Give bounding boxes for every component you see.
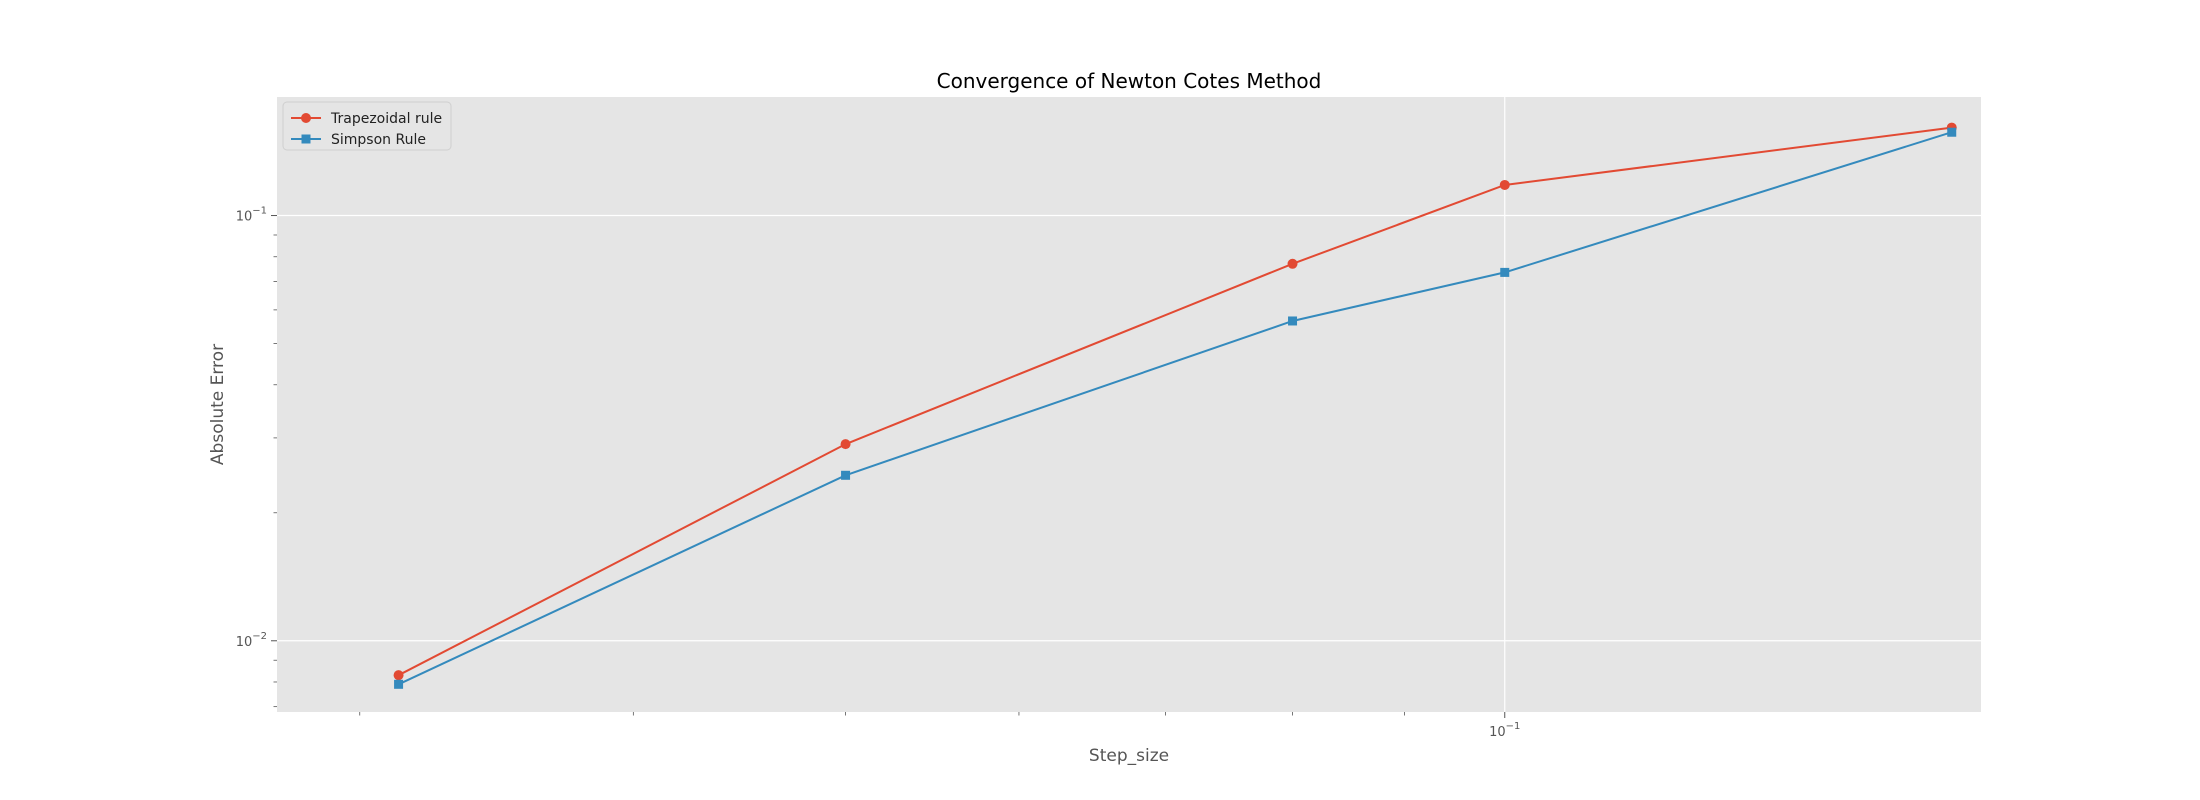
y-tick-label: 10−1: [236, 206, 267, 225]
data-point: [1499, 179, 1510, 190]
legend-box: [282, 101, 452, 151]
data-point: [1500, 267, 1510, 277]
minor-ticks: [273, 234, 1405, 716]
x-tick-label: 10−1: [1489, 721, 1520, 740]
legend-entry: Simpson Rule: [291, 132, 426, 148]
legend-marker: [301, 134, 311, 144]
data-point: [840, 439, 851, 450]
data-point: [394, 679, 404, 689]
major-ticks: 10−1 10−2 10−1: [236, 206, 1521, 740]
grid-lines: [277, 97, 1981, 712]
data-point: [1288, 316, 1298, 326]
y-tick-label: 10−2: [236, 631, 267, 650]
data-point: [1947, 127, 1957, 137]
legend: Trapezoidal rule Simpson Rule: [282, 101, 452, 151]
plot-area: [277, 97, 1981, 712]
series-layer: [393, 122, 1957, 689]
legend-entry: Trapezoidal rule: [291, 111, 442, 127]
legend-label: Simpson Rule: [331, 132, 426, 148]
data-point: [393, 670, 404, 681]
data-point: [1287, 258, 1298, 269]
legend-marker: [301, 113, 311, 123]
series-simpson: [394, 127, 1957, 689]
legend-label: Trapezoidal rule: [330, 111, 442, 127]
y-axis-label: Absolute Error: [208, 344, 228, 465]
data-point: [841, 470, 851, 480]
x-axis-label: Step_size: [1089, 746, 1169, 766]
chart-title: Convergence of Newton Cotes Method: [937, 69, 1322, 93]
